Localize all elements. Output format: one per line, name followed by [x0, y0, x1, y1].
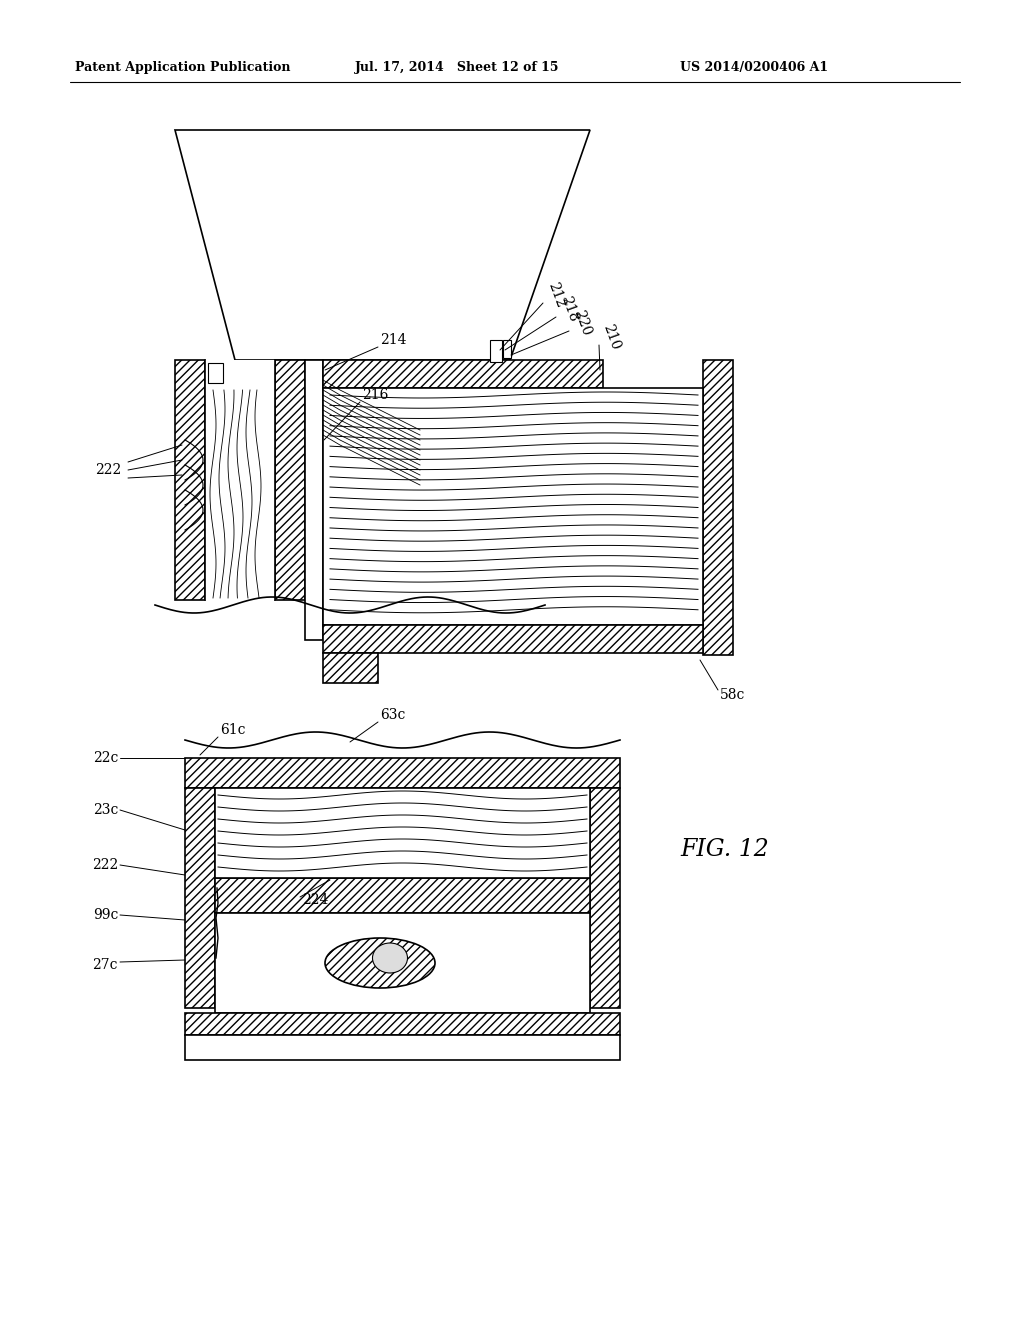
- Bar: [185, 1035, 620, 1060]
- Bar: [305, 360, 323, 640]
- Bar: [275, 360, 305, 601]
- Text: 23c: 23c: [92, 803, 118, 817]
- Text: 216: 216: [362, 388, 388, 403]
- Bar: [185, 758, 620, 788]
- Bar: [323, 360, 603, 388]
- Text: 27c: 27c: [92, 958, 118, 972]
- Text: 22c: 22c: [92, 751, 118, 766]
- Bar: [215, 878, 590, 913]
- Text: 220: 220: [571, 309, 593, 338]
- Bar: [323, 653, 378, 682]
- Text: 212: 212: [545, 280, 567, 310]
- Bar: [208, 363, 223, 383]
- Text: Patent Application Publication: Patent Application Publication: [75, 62, 291, 74]
- Text: 58c: 58c: [720, 688, 745, 702]
- Text: 61c: 61c: [220, 723, 246, 737]
- Text: 63c: 63c: [380, 708, 406, 722]
- Bar: [215, 913, 590, 1012]
- Text: 210: 210: [600, 322, 623, 352]
- Ellipse shape: [325, 939, 435, 987]
- Polygon shape: [175, 129, 590, 360]
- Bar: [185, 1012, 620, 1035]
- Text: 222: 222: [95, 463, 121, 477]
- Text: 222: 222: [92, 858, 118, 873]
- Bar: [590, 788, 620, 1008]
- Bar: [205, 360, 275, 601]
- Bar: [490, 341, 502, 362]
- Text: 224: 224: [302, 894, 329, 907]
- Bar: [215, 788, 590, 878]
- Text: FIG. 12: FIG. 12: [680, 838, 769, 862]
- Bar: [503, 341, 511, 358]
- Text: US 2014/0200406 A1: US 2014/0200406 A1: [680, 62, 828, 74]
- Text: 214: 214: [380, 333, 407, 347]
- Bar: [175, 360, 205, 601]
- Bar: [703, 360, 733, 655]
- Bar: [323, 624, 703, 653]
- Text: 99c: 99c: [92, 908, 118, 921]
- Text: 218: 218: [558, 294, 581, 323]
- Bar: [185, 788, 215, 1008]
- Ellipse shape: [373, 942, 408, 973]
- Bar: [323, 388, 703, 624]
- Text: Jul. 17, 2014   Sheet 12 of 15: Jul. 17, 2014 Sheet 12 of 15: [355, 62, 559, 74]
